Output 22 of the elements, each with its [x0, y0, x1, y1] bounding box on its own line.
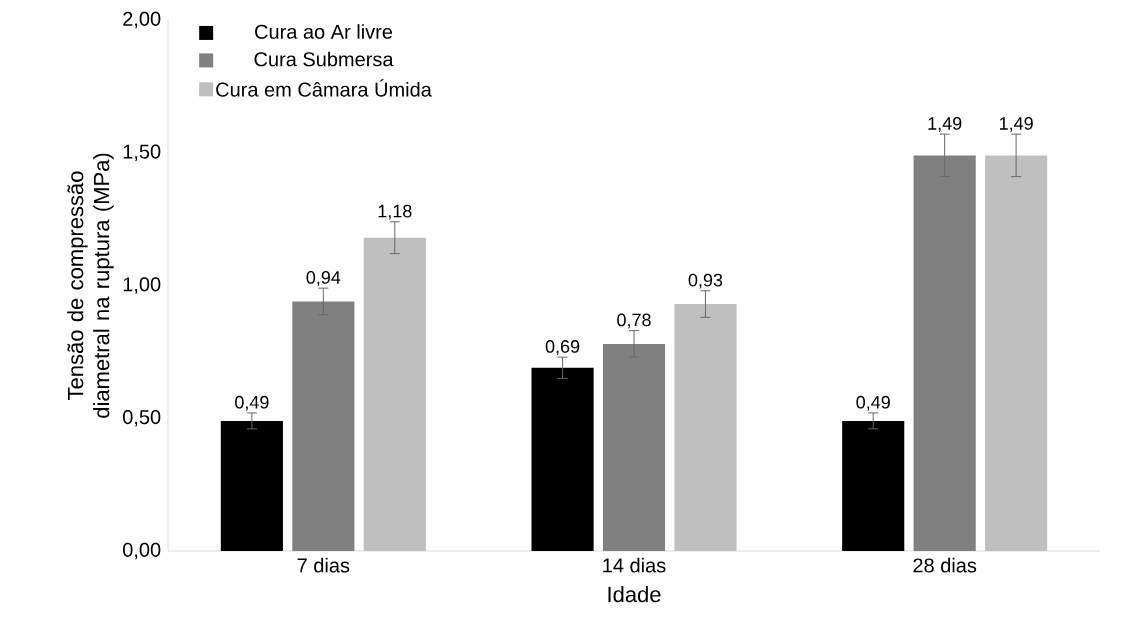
x-tick-label: 28 dias [913, 557, 977, 573]
y-axis-title: Tensão de compressão diametral na ruptura (MPa) [67, 153, 114, 418]
y-tick-label: 2,00 [123, 11, 161, 29]
x-tick-label: 7 dias [297, 557, 350, 573]
data-label: 1,49 [928, 117, 962, 132]
legend-label: Cura ao Ar livre [255, 24, 393, 39]
data-label: 0,78 [617, 313, 651, 329]
data-label: 0,93 [688, 273, 723, 289]
data-label: 0,94 [306, 271, 341, 286]
legend-label: Cura Submersa [254, 51, 394, 67]
data-label: 0,69 [545, 340, 580, 355]
data-label: 0,49 [235, 395, 269, 411]
y-tick-label: 0,00 [123, 542, 161, 560]
x-tick-label: 14 dias [603, 557, 666, 573]
data-label: 1,49 [999, 117, 1033, 132]
legend-label: Cura em Câmara Úmida [216, 79, 432, 97]
x-axis-title: Idade [608, 586, 661, 603]
y-tick-label: 1,00 [123, 277, 161, 294]
data-label: 1,18 [378, 204, 412, 220]
data-label: 0,49 [856, 395, 890, 411]
y-tick-label: 1,50 [123, 144, 161, 161]
y-tick-label: 0,50 [123, 409, 161, 427]
